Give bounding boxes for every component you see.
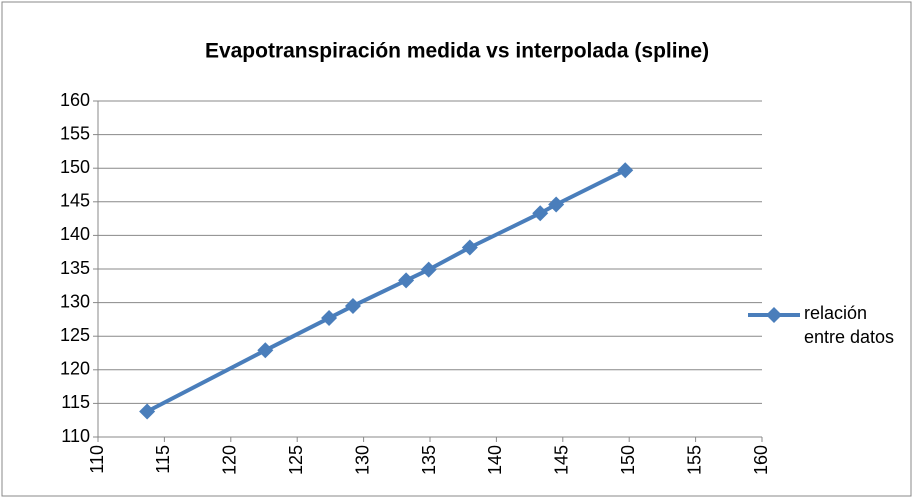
marker [257, 342, 274, 359]
legend-label: relación entre datos [804, 303, 895, 347]
x-tick-label: 160 [751, 445, 771, 475]
y-tick-label: 155 [60, 123, 90, 143]
y-tick-label: 125 [60, 325, 90, 345]
marker [321, 310, 338, 327]
x-tick-label: 110 [87, 445, 107, 474]
legend-marker [766, 307, 782, 323]
chart-title: Evapotranspiración medida vs interpolada… [205, 40, 709, 63]
marker [420, 261, 437, 278]
series-line [146, 168, 627, 414]
y-tick-label: 130 [60, 291, 90, 311]
x-tick-label: 150 [618, 445, 638, 475]
x-tick-label: 120 [220, 445, 240, 475]
x-tick-label: 130 [352, 445, 372, 475]
marker [344, 297, 361, 314]
x-tick-label: 125 [286, 445, 306, 475]
marker [139, 403, 156, 420]
y-tick-label: 110 [61, 426, 90, 446]
y-tick-label: 120 [60, 359, 90, 379]
x-tick-label: 115 [153, 445, 173, 474]
marker [532, 205, 549, 222]
marker [398, 272, 415, 289]
x-tick-label: 135 [419, 445, 439, 475]
marker [548, 196, 565, 213]
x-tick-label: 140 [485, 445, 505, 475]
x-tick-label: 155 [684, 445, 704, 475]
y-tick-label: 145 [60, 191, 90, 211]
y-tick-label: 150 [60, 157, 90, 177]
marker [617, 162, 634, 179]
marker [461, 239, 478, 256]
x-tick-label: 145 [552, 445, 572, 475]
y-tick-label: 115 [61, 392, 90, 412]
y-tick-label: 160 [60, 90, 90, 110]
y-tick-label: 140 [60, 224, 90, 244]
y-tick-label: 135 [60, 258, 90, 278]
